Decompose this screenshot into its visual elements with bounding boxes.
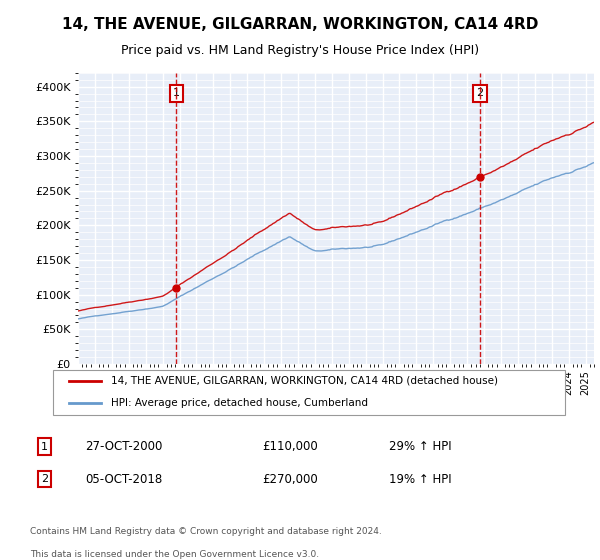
Text: 2: 2 bbox=[41, 474, 48, 484]
Text: Contains HM Land Registry data © Crown copyright and database right 2024.: Contains HM Land Registry data © Crown c… bbox=[30, 528, 382, 536]
Text: 14, THE AVENUE, GILGARRAN, WORKINGTON, CA14 4RD (detached house): 14, THE AVENUE, GILGARRAN, WORKINGTON, C… bbox=[112, 376, 499, 386]
Text: 1: 1 bbox=[41, 442, 48, 452]
Text: 05-OCT-2018: 05-OCT-2018 bbox=[85, 473, 163, 486]
Text: 1: 1 bbox=[173, 88, 180, 98]
Text: 27-OCT-2000: 27-OCT-2000 bbox=[85, 440, 163, 453]
Text: HPI: Average price, detached house, Cumberland: HPI: Average price, detached house, Cumb… bbox=[112, 398, 368, 408]
Text: 29% ↑ HPI: 29% ↑ HPI bbox=[389, 440, 451, 453]
Text: 2: 2 bbox=[476, 88, 484, 98]
Text: 14, THE AVENUE, GILGARRAN, WORKINGTON, CA14 4RD: 14, THE AVENUE, GILGARRAN, WORKINGTON, C… bbox=[62, 17, 538, 32]
Text: £110,000: £110,000 bbox=[262, 440, 317, 453]
Text: Price paid vs. HM Land Registry's House Price Index (HPI): Price paid vs. HM Land Registry's House … bbox=[121, 44, 479, 57]
Text: £270,000: £270,000 bbox=[262, 473, 317, 486]
Text: 19% ↑ HPI: 19% ↑ HPI bbox=[389, 473, 451, 486]
Text: This data is licensed under the Open Government Licence v3.0.: This data is licensed under the Open Gov… bbox=[30, 550, 319, 559]
FancyBboxPatch shape bbox=[53, 370, 565, 414]
